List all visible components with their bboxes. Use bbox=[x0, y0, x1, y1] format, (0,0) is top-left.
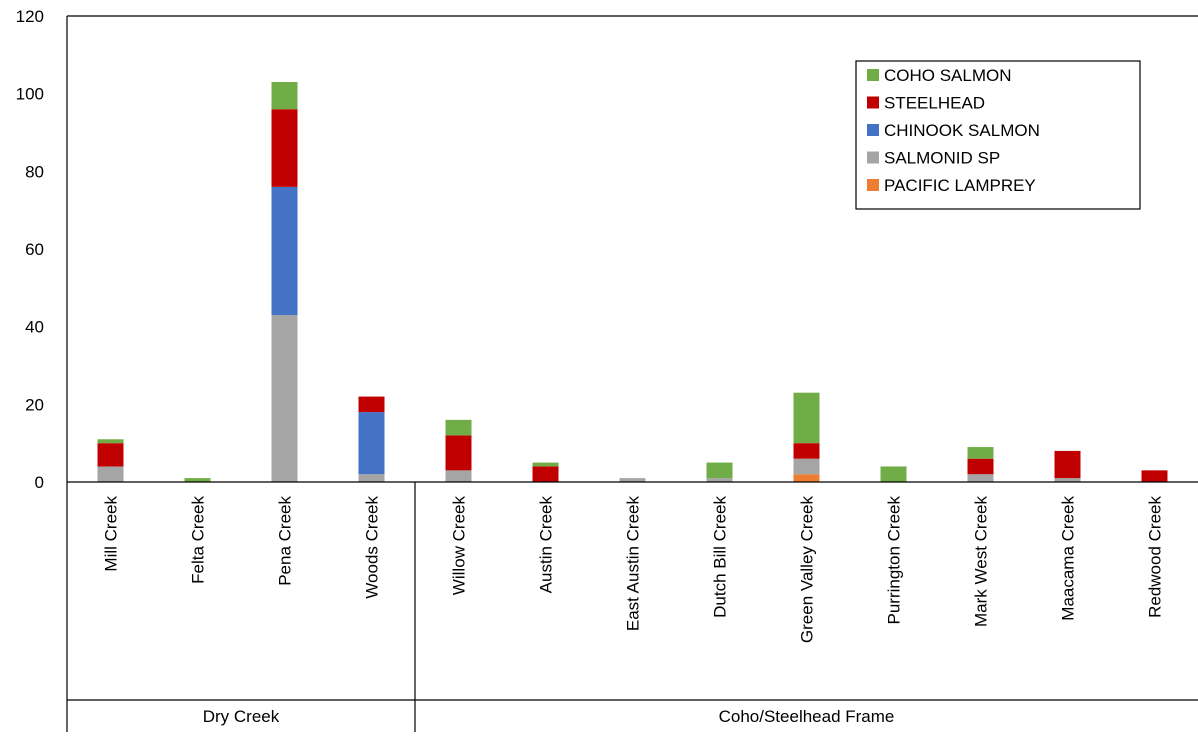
bar-segment-pacific-lamprey-8 bbox=[793, 474, 820, 482]
bar-segment-coho-salmon-10 bbox=[967, 447, 994, 459]
bar-segment-steelhead-5 bbox=[532, 466, 559, 482]
legend-label: SALMONID SP bbox=[884, 149, 1000, 168]
category-label: Purrington Creek bbox=[885, 496, 904, 625]
category-label: Redwood Creek bbox=[1146, 496, 1165, 618]
bar-segment-steelhead-4 bbox=[445, 435, 472, 471]
legend-label: PACIFIC LAMPREY bbox=[884, 176, 1036, 195]
legend-swatch bbox=[867, 96, 879, 109]
category-label: Green Valley Creek bbox=[798, 496, 817, 644]
legend-swatch bbox=[867, 151, 879, 164]
category-label: Maacama Creek bbox=[1059, 496, 1078, 621]
bar-segment-coho-salmon-9 bbox=[880, 466, 907, 482]
bar-segment-steelhead-11 bbox=[1054, 450, 1081, 479]
category-label: Pena Creek bbox=[276, 496, 295, 586]
bar-segment-coho-salmon-4 bbox=[445, 419, 472, 436]
category-label: Felta Creek bbox=[189, 496, 208, 584]
bar-segment-steelhead-2 bbox=[271, 109, 298, 187]
bar-segment-coho-salmon-8 bbox=[793, 392, 820, 444]
y-tick-label: 0 bbox=[35, 473, 44, 492]
category-label: Woods Creek bbox=[363, 496, 382, 599]
legend: COHO SALMON STEELHEAD CHINOOK SALMON SALMON… bbox=[855, 60, 1141, 210]
legend-box bbox=[855, 60, 1141, 210]
category-label: Willow Creek bbox=[450, 496, 469, 596]
bar-segment-steelhead-3 bbox=[358, 396, 385, 413]
labels-layer: Dry Creek Coho/Steelhead Frame 0 20 40 60 80 10… bbox=[16, 7, 1165, 726]
bar-segment-salmonid-sp-2 bbox=[271, 315, 298, 482]
y-tick-label: 40 bbox=[25, 318, 44, 337]
legend-swatch bbox=[867, 179, 879, 191]
axes-layer bbox=[66, 15, 1198, 732]
legend-swatch bbox=[867, 69, 879, 81]
bar-segment-salmonid-sp-8 bbox=[793, 458, 820, 475]
bar-segment-salmonid-sp-4 bbox=[445, 470, 472, 482]
group-label: Dry Creek bbox=[203, 707, 280, 726]
y-tick-label: 120 bbox=[16, 7, 44, 26]
group-label: Coho/Steelhead Frame bbox=[719, 707, 895, 726]
bar-segment-steelhead-8 bbox=[793, 443, 820, 459]
bar-segment-salmonid-sp-3 bbox=[358, 474, 385, 482]
bar-segment-coho-salmon-5 bbox=[532, 462, 559, 467]
bar-segment-steelhead-12 bbox=[1141, 470, 1168, 482]
bar-segment-salmonid-sp-11 bbox=[1054, 478, 1081, 482]
bars-layer bbox=[97, 82, 1168, 482]
bar-segment-chinook-salmon-3 bbox=[358, 412, 385, 475]
bar-segment-steelhead-10 bbox=[967, 458, 994, 475]
bar-segment-steelhead-0 bbox=[97, 443, 124, 467]
category-label: Mark West Creek bbox=[972, 496, 991, 627]
category-label: East Austin Creek bbox=[624, 496, 643, 632]
bar-segment-coho-salmon-2 bbox=[271, 82, 298, 110]
bar-segment-salmonid-sp-0 bbox=[97, 466, 124, 482]
bar-segment-salmonid-sp-10 bbox=[967, 474, 994, 482]
y-tick-label: 100 bbox=[16, 85, 44, 104]
legend-label: STEELHEAD bbox=[884, 94, 985, 113]
legend-label: COHO SALMON bbox=[884, 66, 1012, 85]
legend-swatch bbox=[867, 124, 879, 136]
bar-segment-coho-salmon-1 bbox=[184, 478, 211, 482]
y-tick-label: 80 bbox=[25, 162, 44, 181]
category-label: Austin Creek bbox=[537, 496, 556, 594]
category-label: Mill Creek bbox=[102, 496, 121, 572]
y-tick-label: 20 bbox=[25, 395, 44, 414]
y-tick-label: 60 bbox=[25, 240, 44, 259]
category-label: Dutch Bill Creek bbox=[711, 496, 730, 618]
bar-segment-salmonid-sp-6 bbox=[619, 478, 646, 482]
bar-segment-salmonid-sp-7 bbox=[706, 478, 733, 482]
legend-label: CHINOOK SALMON bbox=[884, 121, 1040, 140]
bar-segment-coho-salmon-7 bbox=[706, 462, 733, 479]
bar-segment-chinook-salmon-2 bbox=[271, 186, 298, 316]
bar-segment-coho-salmon-0 bbox=[97, 439, 124, 444]
